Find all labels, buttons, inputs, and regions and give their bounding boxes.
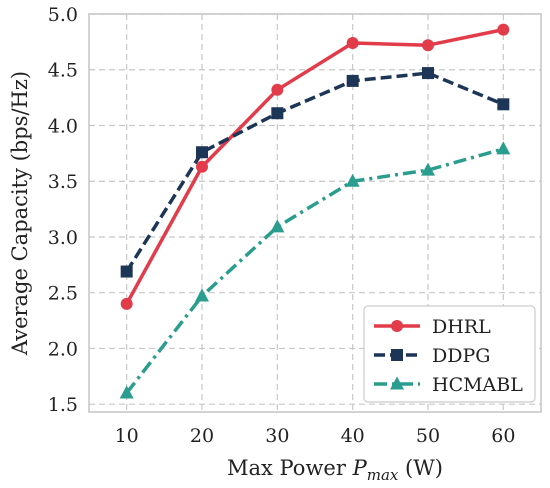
data-point-dhrl — [120, 297, 133, 310]
legend: DHRL DDPG HCMABL — [363, 305, 536, 403]
legend-marker-ddpg — [391, 349, 403, 361]
data-point-hcmabl — [496, 141, 511, 155]
x-tick-labels: 10 20 30 40 50 60 — [115, 425, 516, 447]
legend-label-dhrl: DHRL — [432, 316, 491, 338]
data-point-ddpg — [120, 265, 133, 278]
x-tick-label: 40 — [341, 425, 365, 447]
data-point-hcmabl — [421, 162, 435, 176]
series-dhrl — [120, 23, 510, 310]
data-point-ddpg — [346, 74, 359, 87]
data-point-hcmabl — [345, 173, 360, 187]
legend-box — [363, 305, 536, 403]
series-ddpg — [120, 67, 510, 278]
y-tick-label: 4.5 — [48, 60, 78, 82]
x-axis-label: Max Power Pmax (W) — [227, 456, 443, 484]
y-axis-label: Average Capacity (bps/Hz) — [8, 71, 32, 356]
data-point-hcmabl — [270, 219, 285, 233]
x-tick-label: 30 — [265, 425, 289, 447]
series-line-dhrl — [125, 27, 504, 305]
x-tick-label: 50 — [416, 425, 440, 447]
x-tick-label: 20 — [190, 425, 214, 447]
y-tick-labels: 1.5 2.0 2.5 3.0 3.5 4.0 4.5 5.0 — [48, 4, 78, 416]
series-hcmabl — [119, 141, 511, 399]
data-point-hcmabl — [195, 288, 209, 302]
y-tick-label: 3.5 — [48, 171, 78, 193]
y-tick-label: 3.0 — [48, 227, 78, 249]
data-point-dhrl — [497, 23, 510, 36]
legend-marker-hcmabl — [390, 376, 404, 390]
data-point-dhrl — [271, 83, 284, 96]
data-point-hcmabl — [119, 385, 134, 399]
data-point-dhrl — [422, 39, 434, 52]
data-point-ddpg — [422, 67, 434, 80]
series-layer — [119, 23, 511, 399]
y-tick-label: 1.5 — [48, 394, 78, 416]
y-tick-label: 5.0 — [48, 4, 78, 26]
legend-marker-dhrl — [391, 320, 403, 332]
series-line-ddpg — [125, 71, 505, 273]
y-tick-label: 4.0 — [48, 115, 78, 137]
data-point-ddpg — [497, 98, 510, 111]
y-tick-label: 2.5 — [48, 283, 78, 305]
data-point-ddpg — [271, 107, 284, 120]
x-tick-label: 60 — [491, 425, 515, 447]
y-tick-label: 2.0 — [48, 338, 78, 360]
legend-label-hcmabl: HCMABL — [432, 374, 523, 396]
series-line-hcmabl — [125, 147, 504, 395]
data-point-dhrl — [196, 160, 208, 173]
data-point-dhrl — [346, 36, 359, 49]
data-point-ddpg — [196, 146, 208, 159]
x-tick-label: 10 — [115, 425, 139, 447]
plot-area-frame — [88, 13, 542, 413]
legend-label-ddpg: DDPG — [432, 345, 490, 367]
